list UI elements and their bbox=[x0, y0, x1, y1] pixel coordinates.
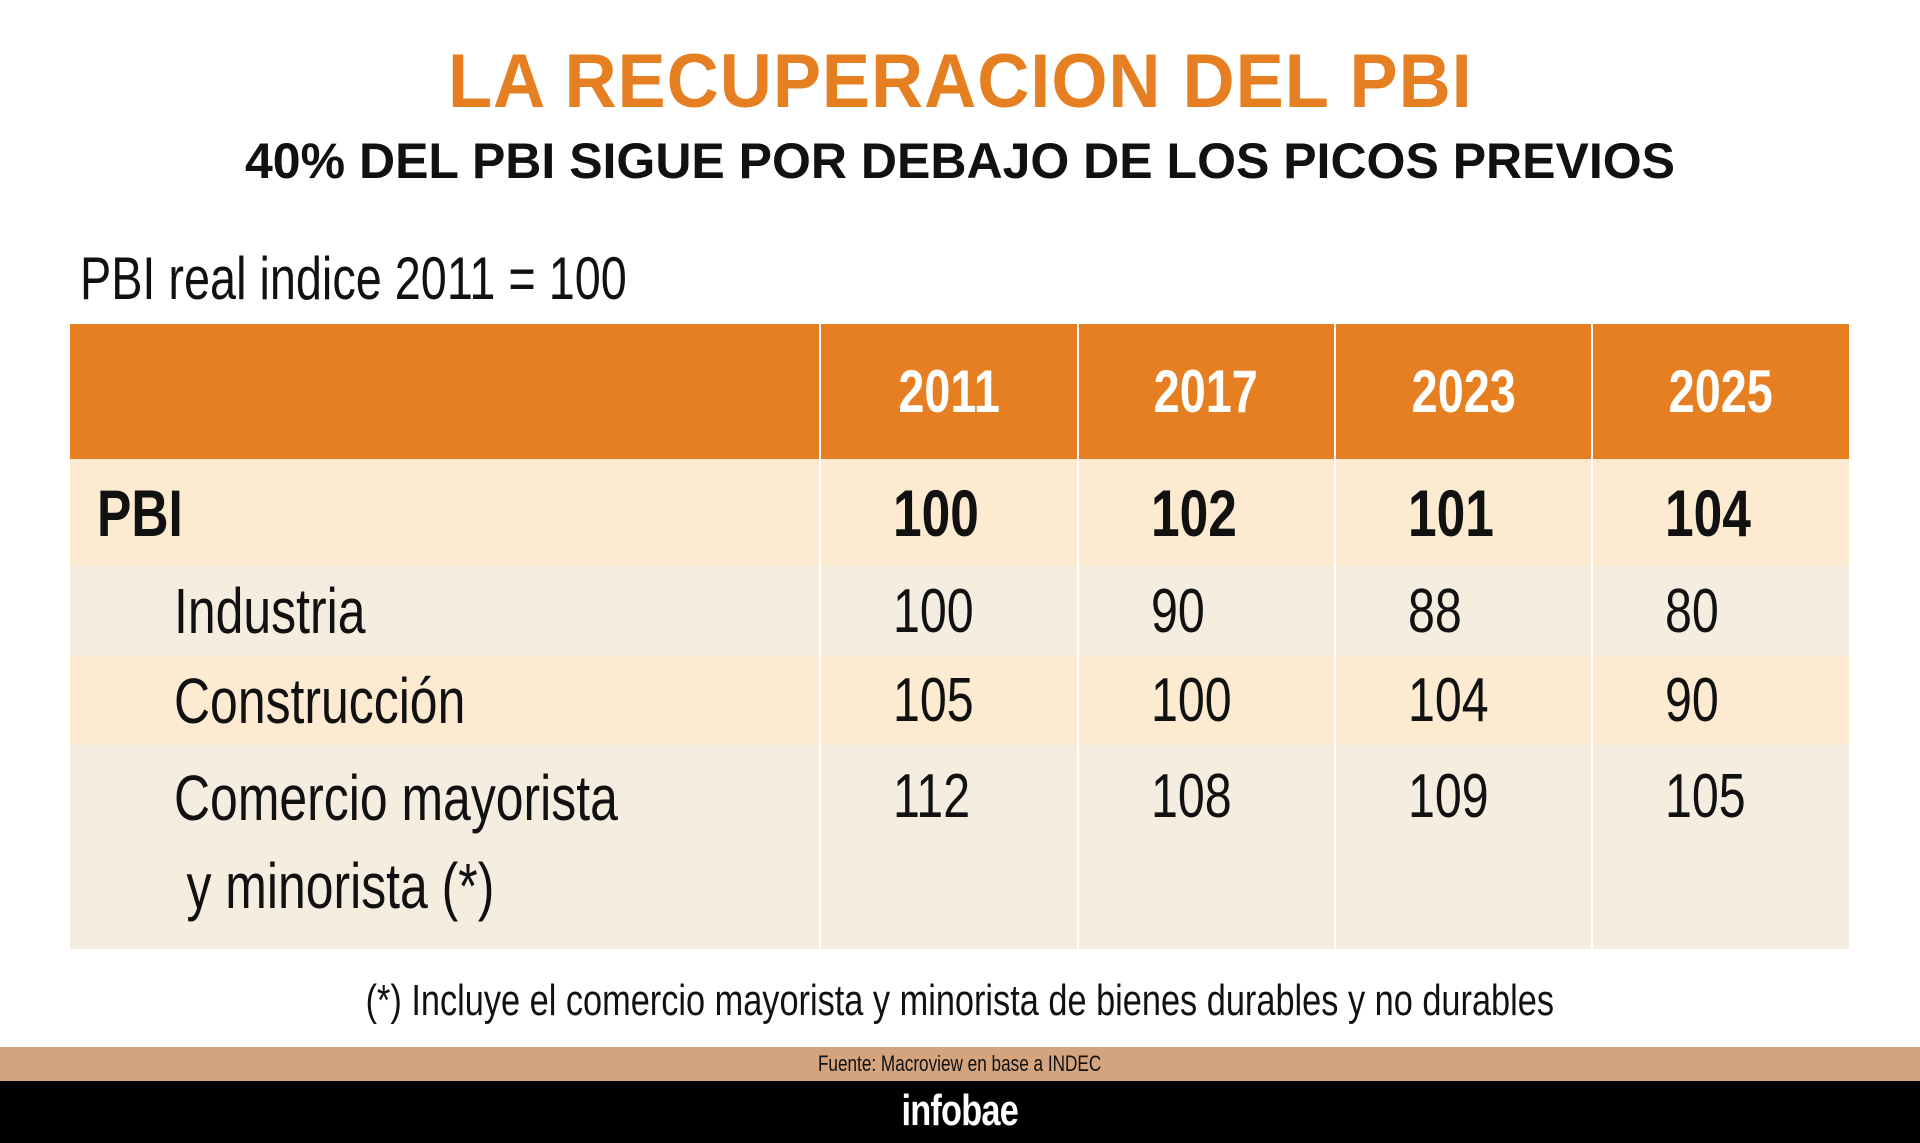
row-label: Construcción bbox=[174, 664, 466, 737]
cell: 104 bbox=[1333, 656, 1592, 745]
data-table: 2011 2017 2023 2025 PBI 100 102 101 104 … bbox=[70, 324, 1849, 949]
cell: 90 bbox=[1076, 566, 1335, 656]
index-label: PBI real indice 2011 = 100 bbox=[80, 245, 627, 312]
cell: 80 bbox=[1590, 566, 1849, 656]
header-empty bbox=[70, 324, 820, 459]
row-label: Comercio mayorista y minorista (*) bbox=[174, 762, 618, 922]
row-label: Industria bbox=[174, 575, 366, 647]
header-2023: 2023 bbox=[1333, 324, 1592, 459]
cell: 101 bbox=[1333, 459, 1592, 566]
cell: 109 bbox=[1333, 745, 1592, 949]
brand-logo: infobae bbox=[0, 1081, 1920, 1143]
cell: 100 bbox=[819, 459, 1078, 566]
cell: 105 bbox=[1590, 745, 1849, 949]
cell: 112 bbox=[819, 745, 1078, 949]
header-2025: 2025 bbox=[1590, 324, 1849, 459]
header-2011: 2011 bbox=[819, 324, 1078, 459]
cell: 105 bbox=[819, 656, 1078, 745]
footnote: (*) Incluye el comercio mayorista y mino… bbox=[365, 976, 1555, 1025]
cell: 108 bbox=[1076, 745, 1335, 949]
page-subtitle: 40% DEL PBI SIGUE POR DEBAJO DE LOS PICO… bbox=[245, 133, 1675, 189]
table-row-construccion: Construcción 105 100 104 90 bbox=[70, 656, 1849, 745]
page-title: LA RECUPERACION DEL PBI bbox=[447, 39, 1473, 124]
source-bar: Fuente: Macroview en base a INDEC bbox=[0, 1047, 1920, 1081]
cell: 90 bbox=[1590, 656, 1849, 745]
row-label: PBI bbox=[97, 475, 183, 550]
table-row-pbi: PBI 100 102 101 104 bbox=[70, 459, 1849, 566]
cell: 104 bbox=[1590, 459, 1849, 566]
cell: 88 bbox=[1333, 566, 1592, 656]
table-row-comercio: Comercio mayorista y minorista (*) 112 10… bbox=[70, 745, 1849, 949]
cell: 102 bbox=[1076, 459, 1335, 566]
cell: 100 bbox=[1076, 656, 1335, 745]
cell: 100 bbox=[819, 566, 1078, 656]
table-header-row: 2011 2017 2023 2025 bbox=[70, 324, 1849, 459]
table-row-industria: Industria 100 90 88 80 bbox=[70, 566, 1849, 656]
header-2017: 2017 bbox=[1076, 324, 1335, 459]
